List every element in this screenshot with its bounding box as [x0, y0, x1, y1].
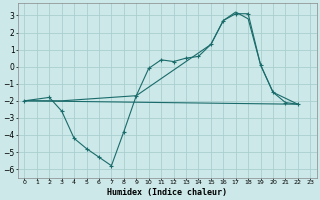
X-axis label: Humidex (Indice chaleur): Humidex (Indice chaleur)	[108, 188, 228, 197]
